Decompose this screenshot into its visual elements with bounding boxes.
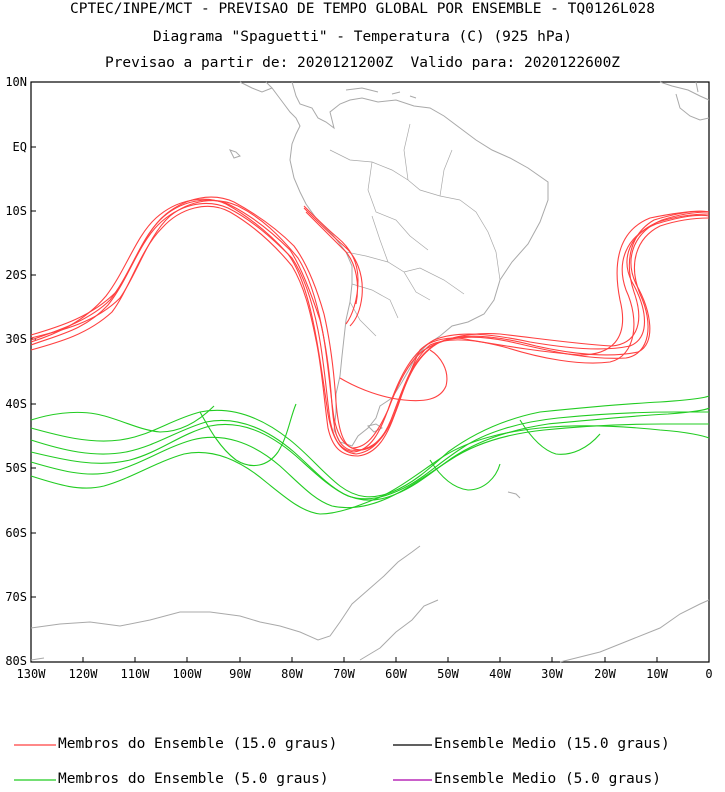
isotherm-15-member-line <box>30 199 710 451</box>
lon-tick-label: 20W <box>594 667 616 681</box>
isotherm-5-member-line <box>30 395 710 498</box>
lat-tick-label: 10N <box>5 75 27 89</box>
south-georgia-island <box>507 491 521 499</box>
lat-tick-label: 40S <box>5 397 27 411</box>
isotherm-15-members <box>30 196 710 457</box>
chart-title-line-2: Diagrama "Spaguetti" - Temperatura (C) (… <box>152 29 573 45</box>
longitude-axis: 130W 120W 110W 100W 90W 80W 70W 60W 50W … <box>17 657 713 681</box>
lon-tick-label: 60W <box>385 667 407 681</box>
isotherm-15-member-line <box>30 205 710 457</box>
legend-lines <box>14 744 432 781</box>
lat-tick-label: 60S <box>5 526 27 540</box>
lat-tick-label: 50S <box>5 461 27 475</box>
lon-tick-label: 50W <box>437 667 459 681</box>
lat-tick-label: 70S <box>5 590 27 604</box>
isotherm-5-member-line <box>199 403 601 491</box>
lon-tick-label: 100W <box>173 667 203 681</box>
isotherm-5-members <box>30 395 710 515</box>
legend-label-purple: Ensemble Medio (5.0 graus) <box>434 771 661 787</box>
lon-tick-label: 90W <box>229 667 251 681</box>
isotherm-15-member-line <box>30 196 710 449</box>
south-america-outline <box>265 81 549 447</box>
lat-tick-label: 20S <box>5 268 27 282</box>
latitude-axis: 10N EQ 10S 20S 30S 40S 50S 60S 70S 80S <box>5 75 36 668</box>
lon-tick-label: 120W <box>69 667 99 681</box>
lon-tick-label: 80W <box>281 667 303 681</box>
chart-title-line-1: CPTEC/INPE/MCT - PREVISAO DE TEMPO GLOBA… <box>70 1 655 17</box>
isotherm-5-member-line <box>30 425 710 515</box>
caribbean-islands <box>345 87 417 99</box>
chart-title-line-3: Previsao a partir de: 2020121200Z Valido… <box>104 55 621 71</box>
isotherm-5-member-line <box>30 423 709 509</box>
legend-label-green: Membros do Ensemble (5.0 graus) <box>58 771 329 787</box>
map-frame <box>30 81 710 663</box>
lon-tick-label: 0 <box>705 667 712 681</box>
lon-tick-label: 110W <box>121 667 151 681</box>
lon-tick-label: 10W <box>646 667 668 681</box>
legend-label-black: Ensemble Medio (15.0 graus) <box>434 736 670 752</box>
lon-tick-label: 70W <box>333 667 355 681</box>
isotherm-5-member-line <box>30 405 215 433</box>
isotherm-15-member-line <box>30 198 710 453</box>
isotherm-5-member-line <box>30 407 710 501</box>
country-borders <box>329 123 501 337</box>
isotherm-15-member-line <box>303 205 363 327</box>
isotherm-5-member-line <box>30 411 709 500</box>
lat-tick-label: 10S <box>5 204 27 218</box>
isotherm-15-member-line <box>339 349 448 402</box>
lon-tick-label: 30W <box>541 667 563 681</box>
legend-label-red: Membros do Ensemble (15.0 graus) <box>58 736 338 752</box>
isotherm-15-member-line <box>30 200 710 451</box>
lat-tick-label: 80S <box>5 654 27 668</box>
falkland-islands <box>367 423 383 433</box>
lat-tick-label: 30S <box>5 332 27 346</box>
lon-tick-label: 40W <box>489 667 511 681</box>
africa-outline <box>659 81 710 121</box>
lat-tick-label: EQ <box>13 140 27 154</box>
lon-tick-label: 130W <box>17 667 47 681</box>
antarctica-outline <box>30 545 710 663</box>
north-america-outline <box>239 81 273 93</box>
isotherm-15-member-line <box>30 202 710 455</box>
galapagos-islands <box>229 149 241 159</box>
coastlines <box>30 81 710 663</box>
